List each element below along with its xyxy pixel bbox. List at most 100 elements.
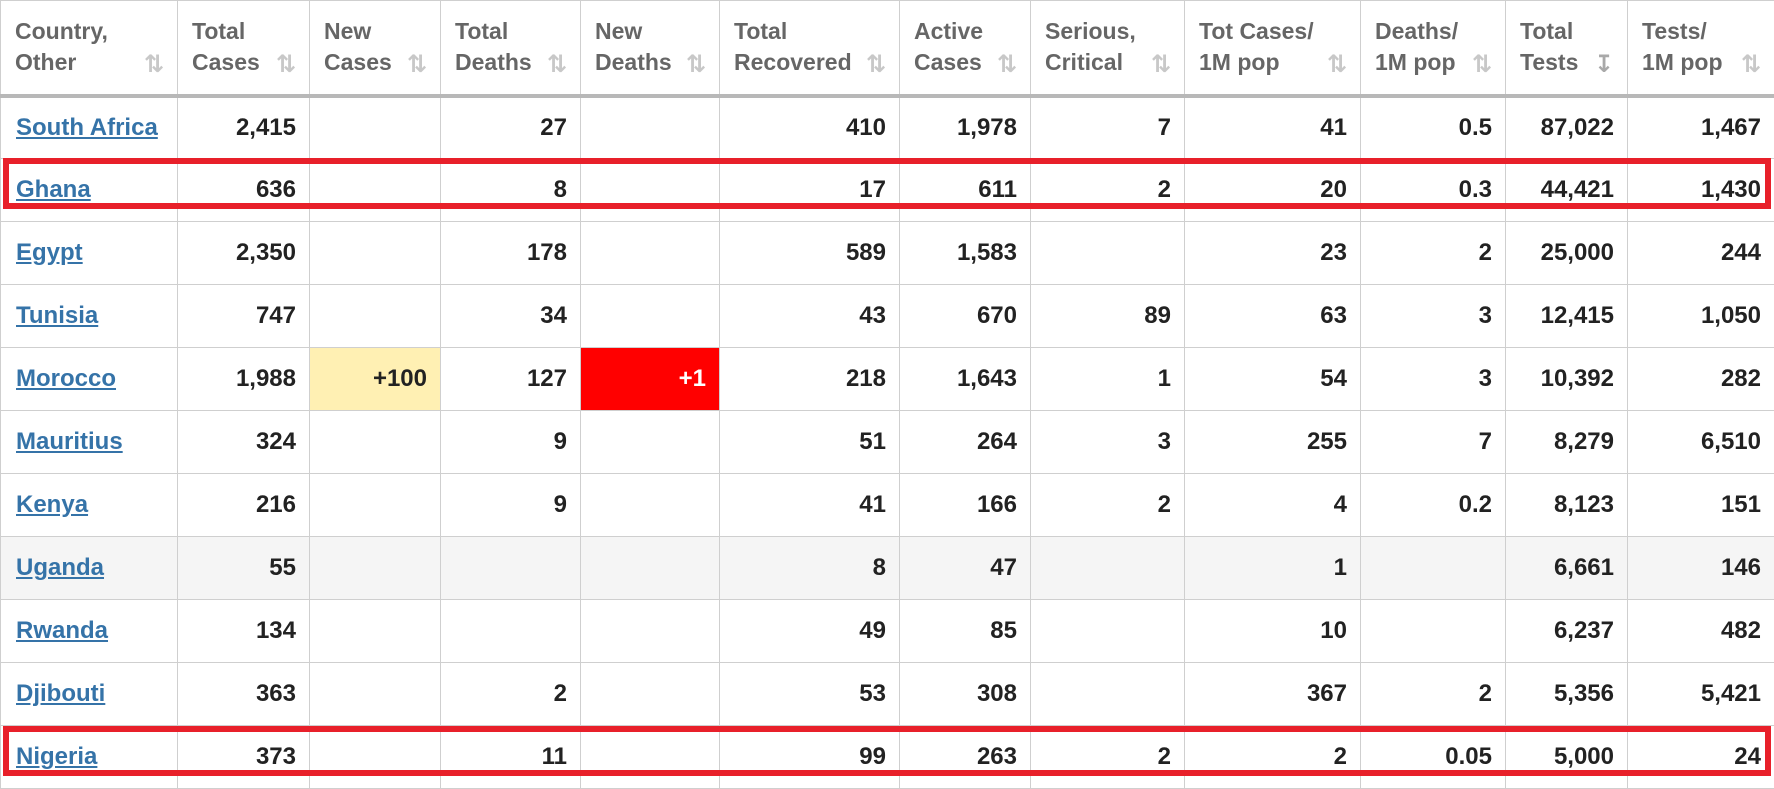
cell-new-cases [310,726,441,789]
cell-new-cases: +100 [310,348,441,411]
col-header-country[interactable]: Country, Other⇅ [1,1,178,96]
cell-tests-per-1m: 1,467 [1628,96,1774,159]
sort-both-icon[interactable]: ⇅ [1150,52,1172,78]
sort-both-icon[interactable]: ⇅ [1326,52,1348,78]
sort-both-icon[interactable]: ⇅ [143,52,165,78]
cell-cases-per-1m: 20 [1185,159,1361,222]
cell-total-tests: 6,237 [1506,600,1628,663]
cell-total-recovered: 589 [720,222,900,285]
col-header-serious-critical[interactable]: Serious, Critical⇅ [1031,1,1185,96]
cell-active-cases: 1,583 [900,222,1031,285]
col-header-deaths-per-1m[interactable]: Deaths/ 1M pop⇅ [1361,1,1506,96]
country-link[interactable]: Nigeria [16,743,97,770]
sort-both-icon[interactable]: ⇅ [1740,52,1762,78]
cell-new-deaths: +1 [581,348,720,411]
cell-active-cases: 264 [900,411,1031,474]
cell-total-recovered: 218 [720,348,900,411]
sort-both-icon[interactable]: ⇅ [546,52,568,78]
col-header-total-tests[interactable]: Total Tests↧ [1506,1,1628,96]
country-link[interactable]: Rwanda [16,617,108,644]
cell-tests-per-1m: 244 [1628,222,1774,285]
cell-deaths-per-1m: 0.05 [1361,726,1506,789]
cell-active-cases: 1,643 [900,348,1031,411]
cell-total-recovered: 41 [720,474,900,537]
cell-tests-per-1m: 151 [1628,474,1774,537]
country-link[interactable]: South Africa [16,114,158,141]
cell-deaths-per-1m: 3 [1361,285,1506,348]
cell-deaths-per-1m: 2 [1361,222,1506,285]
sort-desc-icon[interactable]: ↧ [1593,52,1615,78]
cell-total-deaths: 8 [441,159,581,222]
cell-total-deaths: 34 [441,285,581,348]
col-header-new-cases[interactable]: New Cases⇅ [310,1,441,96]
cell-total-cases: 324 [178,411,310,474]
cell-total-recovered: 410 [720,96,900,159]
cell-cases-per-1m: 23 [1185,222,1361,285]
col-header-total-deaths[interactable]: Total Deaths⇅ [441,1,581,96]
cell-new-deaths [581,726,720,789]
cell-total-recovered: 49 [720,600,900,663]
country-link[interactable]: Morocco [16,365,116,392]
cell-total-cases: 216 [178,474,310,537]
cell-serious-critical: 3 [1031,411,1185,474]
sort-both-icon[interactable]: ⇅ [685,52,707,78]
cell-deaths-per-1m: 0.3 [1361,159,1506,222]
country-link[interactable]: Djibouti [16,680,105,707]
country-link[interactable]: Egypt [16,239,83,266]
col-header-total-cases[interactable]: Total Cases⇅ [178,1,310,96]
cell-active-cases: 670 [900,285,1031,348]
cell-new-deaths [581,285,720,348]
sort-both-icon[interactable]: ⇅ [406,52,428,78]
cell-tests-per-1m: 1,430 [1628,159,1774,222]
cell-country: Uganda [1,537,178,600]
cell-serious-critical [1031,663,1185,726]
country-link[interactable]: Mauritius [16,428,123,455]
cell-new-cases [310,411,441,474]
sort-both-icon[interactable]: ⇅ [1471,52,1493,78]
cell-serious-critical: 2 [1031,474,1185,537]
cell-cases-per-1m: 1 [1185,537,1361,600]
col-header-tests-per-1m[interactable]: Tests/ 1M pop⇅ [1628,1,1774,96]
cell-total-deaths: 9 [441,474,581,537]
cell-total-recovered: 51 [720,411,900,474]
cell-total-tests: 12,415 [1506,285,1628,348]
col-header-cases-per-1m[interactable]: Tot Cases/ 1M pop⇅ [1185,1,1361,96]
cell-tests-per-1m: 282 [1628,348,1774,411]
cell-new-cases [310,96,441,159]
sort-both-icon[interactable]: ⇅ [275,52,297,78]
country-link[interactable]: Ghana [16,176,91,203]
col-header-label: Total Recovered [734,16,885,78]
col-header-active-cases[interactable]: Active Cases⇅ [900,1,1031,96]
cell-deaths-per-1m: 7 [1361,411,1506,474]
cell-cases-per-1m: 41 [1185,96,1361,159]
cell-country: Djibouti [1,663,178,726]
cell-tests-per-1m: 6,510 [1628,411,1774,474]
cell-new-cases [310,537,441,600]
cell-total-tests: 8,279 [1506,411,1628,474]
col-header-new-deaths[interactable]: New Deaths⇅ [581,1,720,96]
cell-deaths-per-1m: 0.5 [1361,96,1506,159]
cell-new-cases [310,159,441,222]
country-link[interactable]: Tunisia [16,302,98,329]
sort-both-icon[interactable]: ⇅ [865,52,887,78]
col-header-total-recovered[interactable]: Total Recovered⇅ [720,1,900,96]
country-link[interactable]: Kenya [16,491,88,518]
cell-total-tests: 25,000 [1506,222,1628,285]
cell-serious-critical: 2 [1031,726,1185,789]
cell-new-cases [310,663,441,726]
cell-cases-per-1m: 4 [1185,474,1361,537]
cell-total-cases: 1,988 [178,348,310,411]
cell-tests-per-1m: 1,050 [1628,285,1774,348]
cell-country: Egypt [1,222,178,285]
sort-both-icon[interactable]: ⇅ [996,52,1018,78]
cell-deaths-per-1m: 0.2 [1361,474,1506,537]
cell-new-deaths [581,537,720,600]
country-link[interactable]: Uganda [16,554,104,581]
